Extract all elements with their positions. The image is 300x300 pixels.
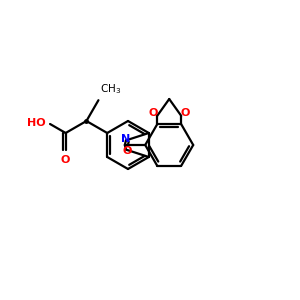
Text: O: O: [122, 146, 132, 156]
Text: N: N: [121, 134, 130, 144]
Text: O: O: [148, 108, 158, 118]
Text: O: O: [181, 108, 190, 118]
Text: CH$_3$: CH$_3$: [100, 82, 122, 96]
Text: HO: HO: [27, 118, 46, 128]
Text: O: O: [61, 155, 70, 165]
